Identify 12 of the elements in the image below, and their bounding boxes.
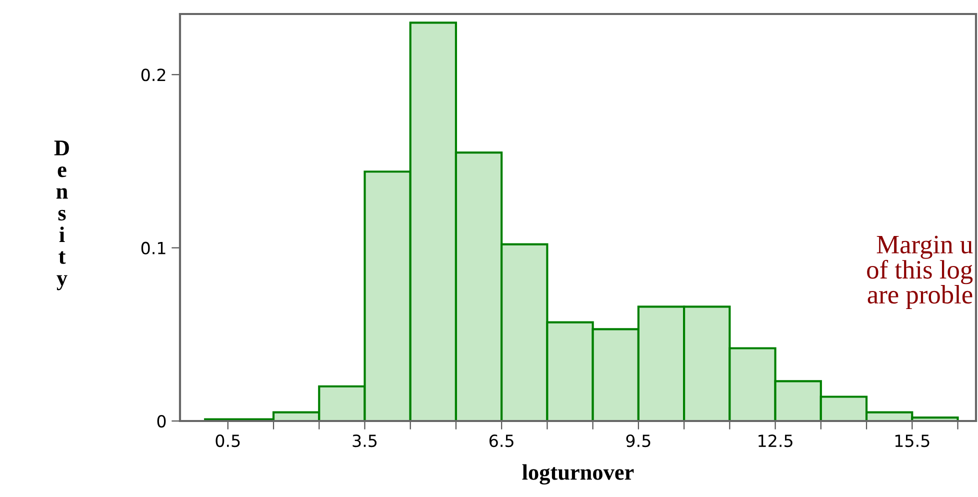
- x-tick-label: 3.5: [352, 434, 377, 448]
- y-tick-label: 0.1: [141, 242, 166, 254]
- annotation: Margin u of this log are proble: [867, 236, 973, 309]
- y-tick-label: 0: [157, 414, 166, 428]
- x-tick-label: 0.5: [216, 434, 240, 448]
- x-tick-label: 6.5: [490, 434, 514, 448]
- x-tick-label: 15.5: [895, 434, 930, 448]
- x-tick-label: 12.5: [758, 434, 792, 448]
- y-tick-label: 0.2: [141, 68, 166, 82]
- x-axis-title: logturnover: [522, 464, 634, 485]
- y-axis-title: Density: [54, 140, 69, 290]
- x-tick-label: 9.5: [626, 434, 650, 448]
